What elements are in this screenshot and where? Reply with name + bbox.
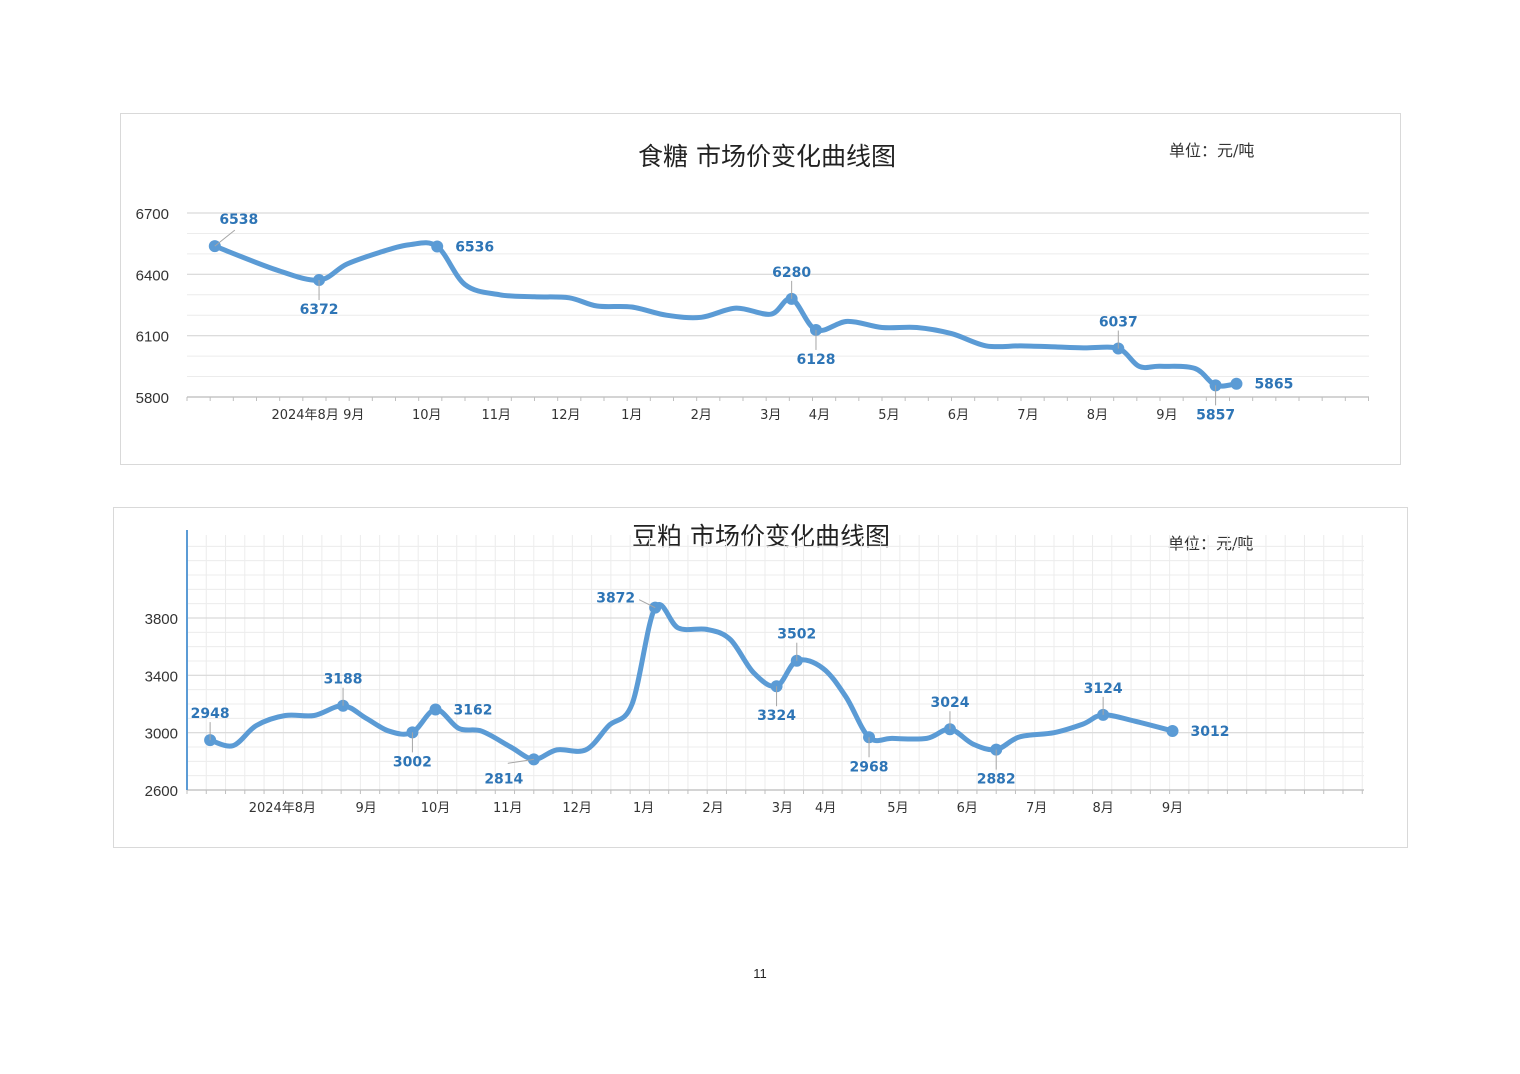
x-tick-label: 10月 [421, 801, 451, 816]
x-tick-label: 8月 [1087, 408, 1108, 423]
x-tick-label: 3月 [772, 801, 793, 816]
x-tick-label: 11月 [493, 801, 523, 816]
x-tick-label: 5月 [878, 408, 899, 423]
y-tick-label: 3400 [145, 668, 178, 685]
x-tick-label: 11月 [482, 408, 512, 423]
x-tick-label: 4月 [815, 801, 836, 816]
data-label: 6280 [772, 265, 811, 281]
data-label: 6128 [796, 352, 835, 368]
x-tick-label: 2月 [691, 408, 712, 423]
y-tick-label: 3800 [145, 611, 178, 628]
grid [186, 535, 1364, 791]
unit-label: 单位：元/吨 [1168, 534, 1253, 553]
data-point [943, 723, 956, 736]
page-number: 11 [753, 966, 767, 981]
x-tick-label: 3月 [760, 408, 781, 423]
x-tick-label: 12月 [551, 408, 581, 423]
label-leader [638, 599, 656, 609]
soymeal-price-chart-svg: 豆粕 市场价变化曲线图 单位：元/吨26003000340038002024年8月… [145, 522, 1364, 816]
x-tick-label: 9月 [356, 801, 377, 816]
x-tick-label: 12月 [562, 801, 592, 816]
data-point [809, 323, 822, 336]
x-tick-label: 6月 [957, 801, 978, 816]
data-point [429, 703, 442, 716]
data-point [1230, 377, 1243, 390]
data-label: 3002 [393, 754, 432, 770]
data-label: 5865 [1254, 377, 1293, 393]
x-tick-label: 7月 [1017, 408, 1038, 423]
data-label: 2814 [484, 771, 523, 787]
data-label: 5857 [1196, 407, 1235, 423]
x-tick-label: 8月 [1092, 801, 1113, 816]
data-label: 6037 [1099, 315, 1138, 331]
data-point [863, 731, 876, 744]
chart-title: 食糖 市场价变化曲线图 [638, 142, 896, 171]
data-label: 3162 [454, 702, 493, 718]
data-label: 6372 [300, 302, 339, 318]
x-tick-label: 5月 [887, 801, 908, 816]
label-leader [214, 229, 236, 247]
sugar-price-chart-svg: 食糖 市场价变化曲线图 单位：元/吨 5800 6100 6400 6700 2024年8月… [136, 141, 1369, 423]
data-label: 3024 [930, 695, 969, 711]
x-tick-label: 9月 [343, 408, 364, 423]
series-line [207, 602, 1175, 762]
data-label: 3012 [1190, 724, 1229, 740]
y-tick-label: 6100 [136, 329, 169, 346]
y-tick-label: 5800 [136, 390, 169, 407]
data-label: 2882 [977, 772, 1016, 788]
sugar-price-chart: 食糖 市场价变化曲线图 单位：元/吨 5800 6100 6400 6700 2024年8月… [120, 113, 1401, 465]
x-tick-label: 9月 [1162, 801, 1183, 816]
x-tick-label: 1月 [621, 408, 642, 423]
x-tick-label: 9月 [1156, 408, 1177, 423]
x-tick-label: 10月 [412, 408, 442, 423]
y-tick-label: 2600 [145, 783, 178, 800]
unit-label: 单位：元/吨 [1169, 141, 1254, 160]
data-label: 3188 [324, 672, 363, 688]
data-label: 6538 [219, 212, 258, 228]
soymeal-price-chart: 豆粕 市场价变化曲线图 单位：元/吨 2600 3000 3400 3800 2024年8月… [113, 507, 1408, 848]
x-tick-label: 4月 [809, 408, 830, 423]
x-tick-label: 2月 [702, 801, 723, 816]
x-tick-label: 6月 [948, 408, 969, 423]
y-tick-label: 6700 [136, 206, 169, 223]
data-label: 3872 [596, 591, 635, 607]
data-point [1166, 724, 1179, 737]
x-tick-label: 7月 [1026, 801, 1047, 816]
data-label: 3124 [1084, 681, 1123, 697]
x-tick-label: 2024年8月 [271, 408, 338, 423]
x-tick-label: 1月 [633, 801, 654, 816]
data-label: 3502 [777, 627, 816, 643]
series-line [212, 240, 1239, 389]
data-point [431, 240, 444, 253]
y-tick-label: 3000 [145, 726, 178, 743]
data-label: 2948 [191, 706, 230, 722]
label-leader [507, 758, 534, 764]
data-label: 3324 [757, 708, 796, 724]
data-label: 6536 [455, 240, 494, 256]
x-tick-label: 2024年8月 [249, 801, 316, 816]
y-tick-label: 6400 [136, 267, 169, 284]
data-label: 2968 [850, 759, 889, 775]
